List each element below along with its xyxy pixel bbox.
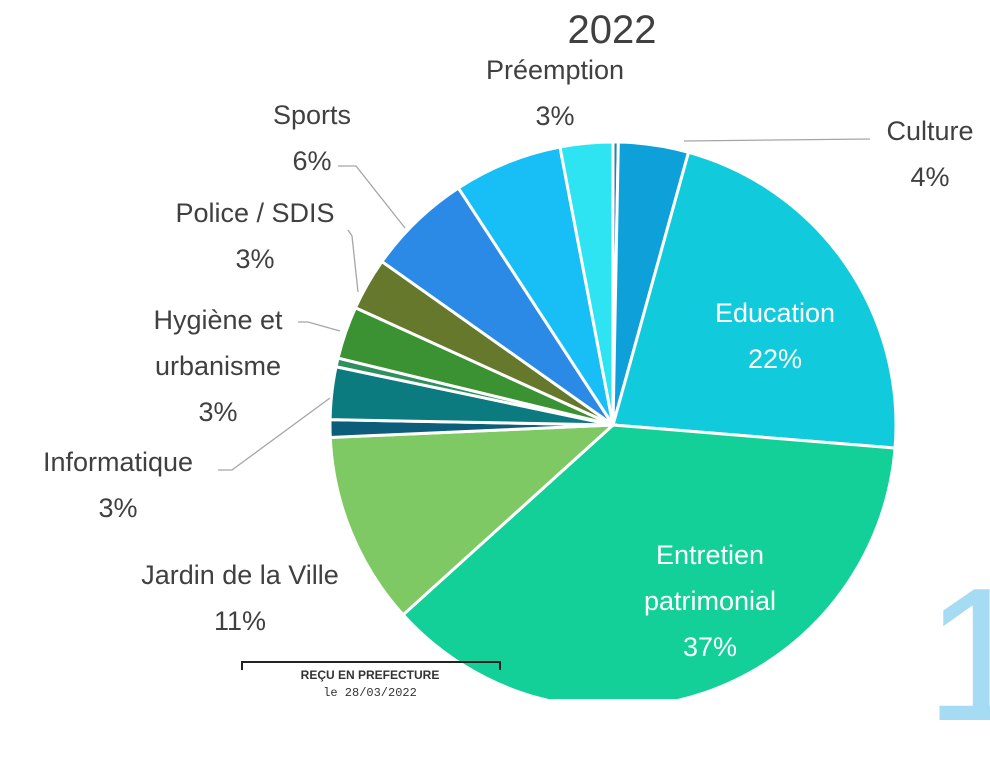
pie-slice bbox=[328, 423, 618, 617]
page: {"chart_data": {"type": "pie", "title": … bbox=[8, 8, 990, 750]
category-label: Culture bbox=[886, 116, 974, 146]
value-label: 4% bbox=[910, 162, 950, 192]
slice-label: Jardin de la Ville 11% bbox=[90, 552, 390, 644]
leader-line bbox=[347, 229, 359, 293]
slice-label: Préemption 3% bbox=[455, 47, 655, 139]
stamp-frame bbox=[241, 661, 501, 670]
value-label: 3% bbox=[235, 244, 275, 274]
category-label: Informatique bbox=[42, 447, 194, 477]
category-label: Jardin de la Ville bbox=[141, 560, 339, 590]
leader-line bbox=[218, 397, 331, 471]
value-label: 6% bbox=[292, 146, 332, 176]
value-label: 3% bbox=[198, 397, 238, 427]
value-label: 22% bbox=[747, 344, 803, 374]
category-label: Entretien patrimonial bbox=[643, 540, 777, 616]
slice-label: Police / SDIS 3% bbox=[145, 190, 365, 282]
value-label: 37% bbox=[682, 632, 738, 662]
category-label: Police / SDIS bbox=[175, 198, 335, 228]
pie-slice bbox=[400, 423, 897, 699]
category-label: Education bbox=[714, 298, 836, 328]
leader-line bbox=[298, 321, 341, 332]
value-label: 11% bbox=[213, 606, 267, 636]
slice-label: Education 22% bbox=[675, 290, 875, 382]
leader-line bbox=[683, 138, 871, 142]
chart bbox=[218, 138, 898, 699]
pie-slice bbox=[611, 150, 898, 450]
category-label: Préemption bbox=[485, 55, 625, 85]
slice-label: Hygiène et urbanisme 3% bbox=[128, 297, 308, 435]
chart-title: 2022 bbox=[567, 8, 657, 52]
leader-line bbox=[338, 165, 406, 229]
category-label: Sports bbox=[272, 100, 352, 130]
stamp-text: REÇU EN PREFECTURE bbox=[300, 668, 440, 682]
slice-label: Culture 4% bbox=[860, 108, 990, 200]
slice-label: Entretien patrimonial 37% bbox=[610, 532, 810, 670]
pie-slice bbox=[558, 140, 615, 426]
value-label: 3% bbox=[535, 101, 575, 131]
slice-label: Sports 6% bbox=[242, 92, 382, 184]
value-label: 3% bbox=[98, 493, 138, 523]
slice-label: Informatique 3% bbox=[8, 439, 228, 531]
stamp-text: le 28/03/2022 bbox=[323, 686, 417, 700]
category-label: Hygiène et urbanisme bbox=[153, 305, 283, 381]
